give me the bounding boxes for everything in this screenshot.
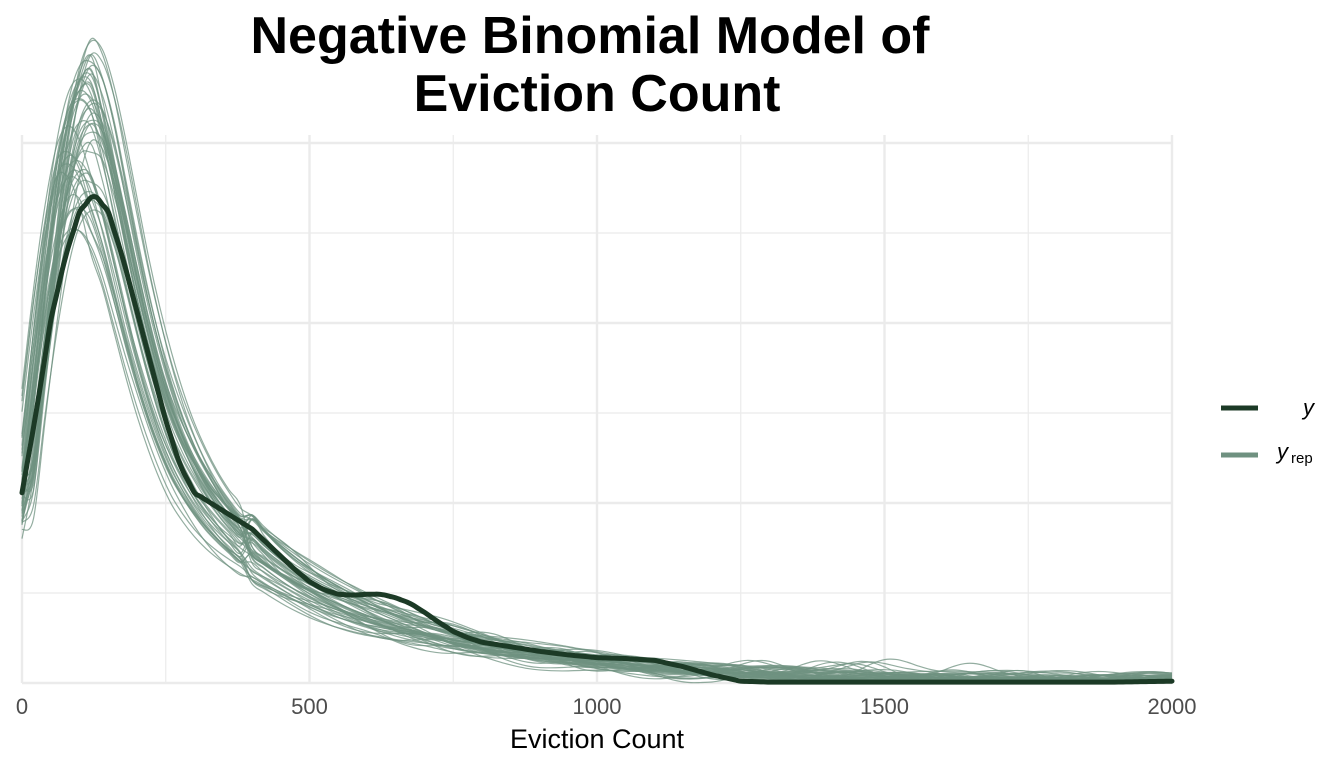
chart-title: Negative Binomial Model of Eviction Coun… — [251, 7, 931, 123]
yrep-draw-line — [21, 175, 1173, 682]
chart-title-line-2: Eviction Count — [414, 65, 781, 123]
y-density-line — [19, 194, 1175, 685]
observed-density — [19, 194, 1175, 685]
legend-label-yrep: y — [1275, 439, 1290, 464]
yrep-draw-line — [21, 37, 1172, 684]
x-tick-label: 500 — [291, 694, 328, 719]
legend-label-y: y — [1301, 395, 1316, 420]
x-tick-label: 1500 — [860, 694, 909, 719]
yrep-draw-line — [21, 64, 1173, 684]
chart-title-line-1: Negative Binomial Model of — [251, 7, 931, 65]
x-axis-ticks: 0 500 1000 1500 2000 — [16, 694, 1197, 719]
legend-label-yrep-subscript: rep — [1291, 450, 1313, 467]
yrep-draw-line — [21, 208, 1172, 684]
legend: y y rep — [1221, 395, 1316, 467]
x-tick-label: 2000 — [1148, 694, 1197, 719]
yrep-draw-line — [21, 131, 1173, 684]
plot-grid — [20, 135, 1174, 685]
x-tick-label: 1000 — [573, 694, 622, 719]
x-axis-title: Eviction Count — [510, 724, 685, 754]
x-tick-label: 0 — [16, 694, 28, 719]
